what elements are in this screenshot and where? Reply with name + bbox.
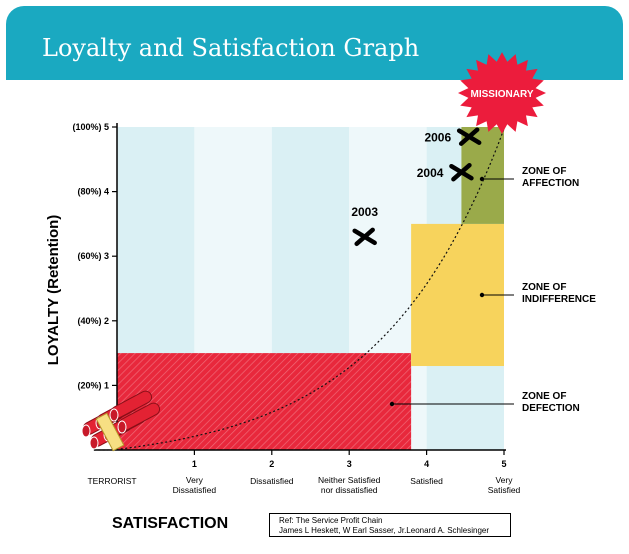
point-2004-stroke-b (451, 162, 472, 182)
point-label-2003: 2003 (351, 205, 378, 219)
zone-label-2-line1: ZONE OF (522, 166, 566, 177)
zone-label-0-line2: DEFECTION (522, 403, 580, 414)
zone-label-1-line1: ZONE OF (522, 282, 566, 293)
point-2006-stroke-b (458, 127, 480, 146)
zone-label-2-line2: AFFECTION (522, 178, 579, 189)
dynamite-icon (81, 390, 161, 452)
point-2003: 2003 (351, 205, 378, 247)
missionary-starburst (458, 52, 546, 134)
dynamite-end-2 (109, 408, 119, 422)
labels: MISSIONARY (81, 52, 546, 452)
zone-label-0-line1: ZONE OF (522, 391, 566, 402)
trend-curve (93, 128, 505, 451)
axes: (20%) 1 (40%) 2 (60%) 3 (80%) 4 (100%) 5 TERR… (45, 122, 521, 495)
x-tick-label-3-0: Neither Satisfied (318, 475, 381, 485)
y-tick-label-4: (100%) 5 (72, 122, 109, 132)
title-banner: Loyalty and Satisfaction Graph (6, 6, 623, 80)
missionary-label: MISSIONARY (471, 89, 534, 100)
reference-line-1: Ref: The Service Profit Chain (279, 516, 383, 525)
point-2004: 2004 (417, 162, 474, 182)
y-tick-label-1: (40%) 2 (77, 316, 109, 326)
zone-label-1-line2: INDIFFERENCE (522, 294, 596, 305)
x-tick-label-5-0: Very (495, 475, 513, 485)
y-tick-label-0: (20%) 1 (77, 380, 109, 390)
dynamite-end-5 (117, 420, 127, 434)
x-tick-label-1-1: Dissatisfied (173, 485, 217, 495)
x-tick-num-3: 3 (347, 459, 352, 469)
data-points: 2003 2004 2006 (351, 127, 482, 247)
reference-box: Ref: The Service Profit Chain James L He… (269, 513, 511, 537)
point-2006: 2006 (424, 127, 482, 146)
y-axis-title: LOYALTY (Retention) (45, 215, 62, 366)
point-label-2006: 2006 (424, 131, 451, 145)
x-tick-label-5-1: Satisfied (488, 485, 521, 495)
x-tick-label-0-0: TERRORIST (87, 476, 136, 486)
point-2003-stroke-b (354, 227, 375, 247)
x-tick-label-1-0: Very (186, 475, 204, 485)
x-tick-label-2-0: Dissatisfied (250, 476, 294, 486)
x-tick-num-1: 1 (192, 459, 197, 469)
zone-0 (117, 353, 412, 450)
page-title: Loyalty and Satisfaction Graph (42, 34, 420, 62)
dynamite-band (95, 412, 125, 452)
y-tick-label-3: (80%) 4 (77, 187, 109, 197)
x-axis-title: SATISFACTION (112, 515, 229, 532)
reference-line-2: James L Heskett, W Earl Sasser, Jr.Leona… (279, 526, 490, 535)
dynamite-end-3 (89, 436, 99, 450)
x-tick-num-2: 2 (269, 459, 274, 469)
x-tick-num-5: 5 (501, 459, 506, 469)
x-tick-num-4: 4 (424, 459, 429, 469)
y-tick-label-2: (60%) 3 (77, 251, 109, 261)
x-tick-label-4-0: Satisfied (410, 476, 443, 486)
trend-curve-path (93, 128, 505, 451)
point-label-2004: 2004 (417, 166, 444, 180)
dynamite-end-0 (81, 424, 91, 438)
x-tick-label-3-1: nor dissatisfied (321, 485, 378, 495)
